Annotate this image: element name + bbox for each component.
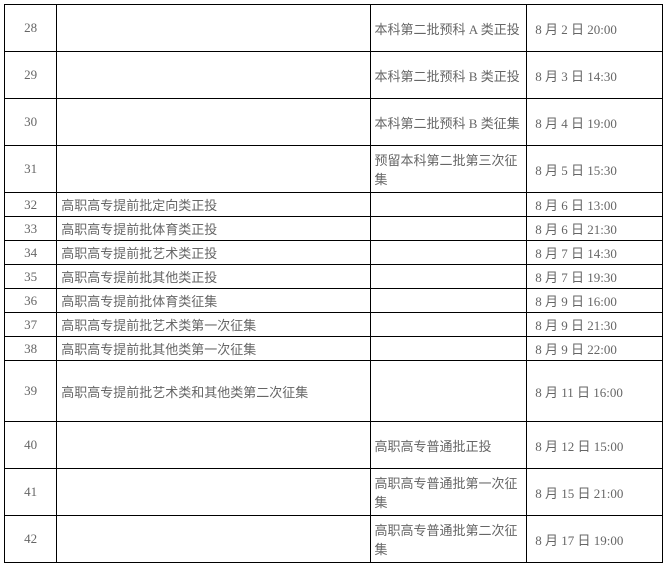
table-row: 38高职高专提前批其他类第一次征集 8 月 9 日 22:00 bbox=[5, 337, 663, 361]
table-row: 31 预留本科第二批第三次征集8 月 5 日 15:30 bbox=[5, 146, 663, 193]
row-description: 高职高专提前批艺术类第一次征集 bbox=[57, 313, 370, 337]
row-time: 8 月 17 日 19:00 bbox=[527, 516, 663, 563]
row-number: 31 bbox=[5, 146, 57, 193]
table-row: 42 高职高专普通批第二次征集8 月 17 日 19:00 bbox=[5, 516, 663, 563]
table-row: 28 本科第二批预科 A 类正投8 月 2 日 20:00 bbox=[5, 5, 663, 52]
row-category bbox=[370, 361, 527, 422]
row-time: 8 月 6 日 13:00 bbox=[527, 193, 663, 217]
row-number: 36 bbox=[5, 289, 57, 313]
row-description bbox=[57, 146, 370, 193]
row-description: 高职高专提前批体育类正投 bbox=[57, 217, 370, 241]
row-description bbox=[57, 99, 370, 146]
row-category bbox=[370, 289, 527, 313]
table-row: 36高职高专提前批体育类征集 8 月 9 日 16:00 bbox=[5, 289, 663, 313]
row-description bbox=[57, 52, 370, 99]
row-number: 32 bbox=[5, 193, 57, 217]
row-description bbox=[57, 516, 370, 563]
row-category: 本科第二批预科 B 类正投 bbox=[370, 52, 527, 99]
table-row: 32高职高专提前批定向类正投 8 月 6 日 13:00 bbox=[5, 193, 663, 217]
table-row: 30 本科第二批预科 B 类征集8 月 4 日 19:00 bbox=[5, 99, 663, 146]
row-time: 8 月 9 日 21:30 bbox=[527, 313, 663, 337]
schedule-table: 28 本科第二批预科 A 类正投8 月 2 日 20:00 29 本科第二批预科 B … bbox=[4, 4, 663, 563]
table-row: 33高职高专提前批体育类正投 8 月 6 日 21:30 bbox=[5, 217, 663, 241]
row-number: 38 bbox=[5, 337, 57, 361]
row-time: 8 月 11 日 16:00 bbox=[527, 361, 663, 422]
table-row: 40 高职高专普通批正投8 月 12 日 15:00 bbox=[5, 422, 663, 469]
table-row: 37高职高专提前批艺术类第一次征集 8 月 9 日 21:30 bbox=[5, 313, 663, 337]
row-description bbox=[57, 5, 370, 52]
row-category bbox=[370, 313, 527, 337]
row-category: 本科第二批预科 B 类征集 bbox=[370, 99, 527, 146]
row-category: 本科第二批预科 A 类正投 bbox=[370, 5, 527, 52]
row-time: 8 月 7 日 14:30 bbox=[527, 241, 663, 265]
row-description: 高职高专提前批艺术类和其他类第二次征集 bbox=[57, 361, 370, 422]
row-number: 34 bbox=[5, 241, 57, 265]
row-category bbox=[370, 265, 527, 289]
row-number: 28 bbox=[5, 5, 57, 52]
row-time: 8 月 7 日 19:30 bbox=[527, 265, 663, 289]
row-description: 高职高专提前批其他类正投 bbox=[57, 265, 370, 289]
row-number: 29 bbox=[5, 52, 57, 99]
row-description bbox=[57, 469, 370, 516]
row-number: 39 bbox=[5, 361, 57, 422]
row-number: 37 bbox=[5, 313, 57, 337]
row-time: 8 月 2 日 20:00 bbox=[527, 5, 663, 52]
row-number: 41 bbox=[5, 469, 57, 516]
row-time: 8 月 9 日 16:00 bbox=[527, 289, 663, 313]
row-number: 33 bbox=[5, 217, 57, 241]
row-category: 高职高专普通批第一次征集 bbox=[370, 469, 527, 516]
row-category bbox=[370, 337, 527, 361]
row-category: 高职高专普通批正投 bbox=[370, 422, 527, 469]
row-description bbox=[57, 422, 370, 469]
row-time: 8 月 4 日 19:00 bbox=[527, 99, 663, 146]
row-description: 高职高专提前批艺术类正投 bbox=[57, 241, 370, 265]
table-row: 34高职高专提前批艺术类正投 8 月 7 日 14:30 bbox=[5, 241, 663, 265]
row-number: 35 bbox=[5, 265, 57, 289]
row-category bbox=[370, 217, 527, 241]
row-category: 预留本科第二批第三次征集 bbox=[370, 146, 527, 193]
row-number: 42 bbox=[5, 516, 57, 563]
row-description: 高职高专提前批其他类第一次征集 bbox=[57, 337, 370, 361]
table-row: 41 高职高专普通批第一次征集8 月 15 日 21:00 bbox=[5, 469, 663, 516]
row-time: 8 月 12 日 15:00 bbox=[527, 422, 663, 469]
row-description: 高职高专提前批定向类正投 bbox=[57, 193, 370, 217]
row-time: 8 月 3 日 14:30 bbox=[527, 52, 663, 99]
row-time: 8 月 5 日 15:30 bbox=[527, 146, 663, 193]
row-description: 高职高专提前批体育类征集 bbox=[57, 289, 370, 313]
row-time: 8 月 6 日 21:30 bbox=[527, 217, 663, 241]
row-time: 8 月 15 日 21:00 bbox=[527, 469, 663, 516]
table-row: 35高职高专提前批其他类正投 8 月 7 日 19:30 bbox=[5, 265, 663, 289]
row-number: 30 bbox=[5, 99, 57, 146]
table-row: 29 本科第二批预科 B 类正投8 月 3 日 14:30 bbox=[5, 52, 663, 99]
row-category bbox=[370, 241, 527, 265]
table-body: 28 本科第二批预科 A 类正投8 月 2 日 20:00 29 本科第二批预科 B … bbox=[5, 5, 663, 563]
table-row: 39高职高专提前批艺术类和其他类第二次征集 8 月 11 日 16:00 bbox=[5, 361, 663, 422]
row-category: 高职高专普通批第二次征集 bbox=[370, 516, 527, 563]
row-category bbox=[370, 193, 527, 217]
row-number: 40 bbox=[5, 422, 57, 469]
row-time: 8 月 9 日 22:00 bbox=[527, 337, 663, 361]
